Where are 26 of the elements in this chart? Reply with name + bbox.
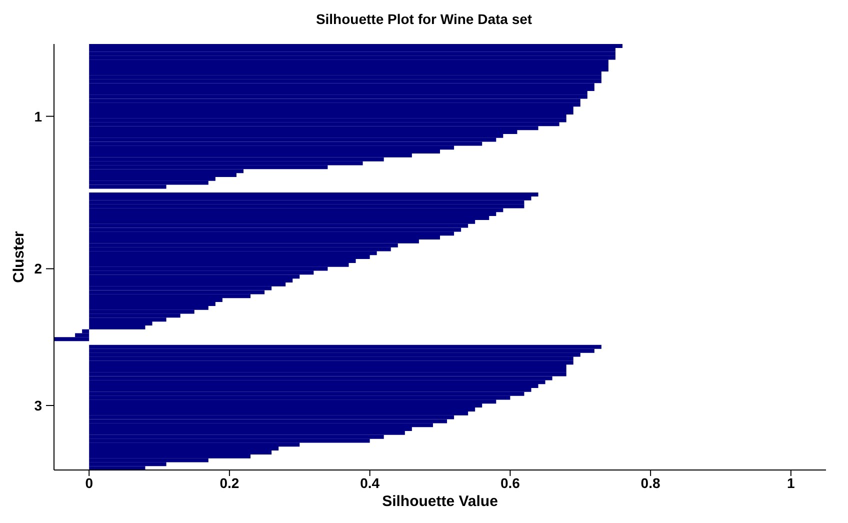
bar <box>89 86 594 91</box>
x-tick-label: 0.4 <box>360 474 380 491</box>
bar <box>89 192 538 197</box>
x-tick-label: 0 <box>85 474 94 491</box>
bar <box>89 44 622 48</box>
x-tick-label: 0.8 <box>640 474 660 491</box>
bar <box>89 204 524 208</box>
bar <box>89 368 566 372</box>
y-tick-label: 1 <box>34 108 42 124</box>
y-tick-label: 2 <box>34 260 42 277</box>
bar <box>89 67 608 72</box>
chart-title: Silhouette Plot for Wine Data set <box>314 10 534 29</box>
y-tick-label: 3 <box>34 398 42 414</box>
bar <box>89 102 580 107</box>
bar <box>89 110 574 114</box>
bar <box>54 337 90 342</box>
bar <box>89 344 602 349</box>
bar <box>89 360 574 365</box>
x-tick-label: 1 <box>787 474 796 491</box>
x-tick-label: 0.2 <box>220 474 240 491</box>
y-axis-title: Cluster <box>10 231 28 283</box>
bar <box>89 56 616 60</box>
bar <box>89 79 602 84</box>
x-tick-label: 0.6 <box>500 474 520 491</box>
x-axis-title: Silhouette Value <box>382 493 498 510</box>
bar <box>89 64 608 68</box>
